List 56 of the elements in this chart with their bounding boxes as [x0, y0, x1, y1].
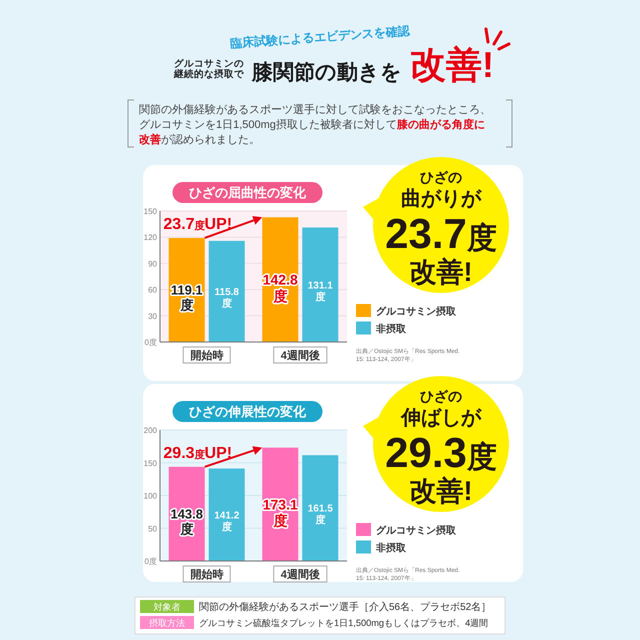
bar: [302, 455, 338, 561]
text: 膝の曲がる角度に: [396, 118, 485, 131]
x-tick-label: 4週間後: [280, 568, 320, 581]
text: 関節の外傷経験があるスポーツ選手［介入56名、プラセボ52名］: [199, 601, 492, 613]
bar: [208, 240, 245, 342]
chart-title: ひざの屈曲性の変化: [189, 185, 307, 200]
text: 改善: [139, 133, 161, 146]
text: グルコサミン硫酸塩タブレットを1日1,500mgもしくはプラセボ、4週間: [199, 618, 488, 628]
annotation: 29.3度UP!: [163, 444, 232, 462]
y-tick-label: 120: [144, 233, 158, 242]
legend-label: グルコサミン摂取: [376, 306, 457, 318]
text: ひざの: [420, 388, 462, 404]
legend-label: 非摂取: [375, 542, 407, 554]
text: グルコサミンを1日1,500mg摂取した被験者に対して: [139, 118, 397, 131]
y-tick-label: 100: [144, 492, 158, 500]
text: 摂取方法: [149, 618, 185, 628]
x-tick-label: 開始時: [190, 568, 224, 581]
data-label: 173.1度: [262, 496, 298, 528]
text: ひざの: [420, 169, 462, 185]
text: 改善!: [410, 476, 472, 506]
text: 改善!: [410, 44, 494, 85]
text: 伸ばしが: [400, 407, 482, 429]
data-label: 131.1度: [308, 280, 334, 303]
chart-title: ひざの伸展性の変化: [189, 404, 307, 419]
y-tick-label: 90: [148, 259, 158, 268]
text: 臨床試験によるエビデンスを確認: [230, 24, 412, 50]
text: 23.7度: [385, 210, 497, 257]
y-tick-label: 60: [148, 286, 158, 295]
text: 改善!: [410, 257, 472, 287]
y-tick-label: 30: [148, 312, 158, 321]
bar: [208, 468, 245, 561]
y-tick-label: 0度: [144, 338, 157, 347]
data-label: 142.8度: [262, 272, 298, 304]
legend-label: グルコサミン摂取: [376, 524, 457, 536]
x-tick-label: 4週間後: [280, 349, 320, 362]
data-label: 143.8度: [170, 506, 204, 537]
text: 膝関節の動きを: [251, 61, 402, 84]
data-label: 115.8度: [214, 287, 240, 310]
x-tick-label: 開始時: [190, 349, 224, 362]
text: が認められました。: [161, 133, 260, 146]
y-tick-label: 50: [148, 524, 158, 534]
text: 対象者: [154, 602, 180, 612]
y-tick-label: 200: [144, 426, 158, 435]
text: 曲がりが: [401, 188, 482, 210]
annotation: 23.7度UP!: [163, 216, 232, 233]
data-label: 141.2度: [214, 510, 240, 533]
text: 29.3度: [385, 429, 497, 476]
legend-label: 非摂取: [375, 323, 407, 335]
data-label: 119.1度: [170, 282, 203, 313]
y-tick-label: 0度: [144, 557, 157, 566]
text: グルコサミンの継続的な摂取で: [173, 58, 245, 80]
bar: [302, 228, 338, 342]
data-label: 161.5度: [308, 504, 334, 526]
text: 関節の外傷経験があるスポーツ選手に対して試験をおこなったところ、: [139, 103, 491, 116]
y-tick-label: 150: [144, 458, 158, 468]
y-tick-label: 150: [144, 207, 158, 216]
